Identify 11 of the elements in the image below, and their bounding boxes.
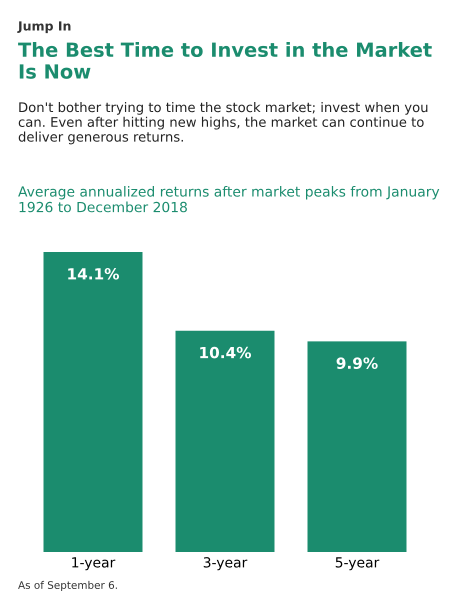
text: As of September 6.: [18, 580, 117, 591]
x-tick-label: 1-year: [72, 557, 116, 570]
data-label: 9.9%: [336, 357, 378, 369]
data-label: 10.4%: [200, 346, 252, 358]
text: Average annualized returns after market peaks from January 1926 to December 2018: [18, 186, 440, 212]
chart-subtitle: Don't bother trying to time the stock market; invest when you can. Even after hitting new highs, the market can continue to deliver generous returns.: [18, 102, 428, 144]
data-label: 14.1%: [68, 268, 120, 280]
chart-title: The Best Time to Invest in the Market Is Now: [18, 42, 432, 79]
x-tick-label: 3-year: [204, 557, 248, 570]
text: Jump In: [17, 21, 70, 34]
x-tick-label: 5-year: [336, 557, 380, 570]
